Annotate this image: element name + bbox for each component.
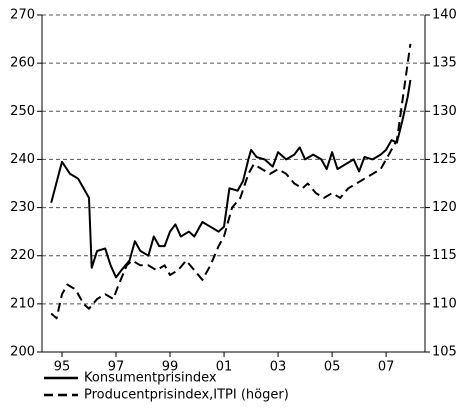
y-tick-label: 230 [10,200,35,215]
y2-tick-label: 120 [432,200,457,215]
y-tick-label: 200 [10,345,35,360]
y-tick-label: 250 [10,104,35,119]
y2-tick-label: 115 [432,248,457,263]
legend-label: Konsumentprisindex [84,371,217,386]
legend-label: Producentprisindex,ITPI (höger) [84,388,289,403]
y2-tick-label: 125 [432,152,457,167]
x-tick-label: 07 [378,360,395,375]
y2-tick-label: 130 [432,104,457,119]
y2-tick-label: 110 [432,296,457,311]
x-tick-label: 99 [162,360,179,375]
y-tick-label: 220 [10,248,35,263]
series-line [50,79,412,279]
x-tick-label: 01 [216,360,233,375]
x-tick-label: 97 [108,360,125,375]
y2-tick-label: 140 [432,8,457,23]
y-tick-label: 210 [10,296,35,311]
y-tick-label: 260 [10,56,35,71]
y2-tick-label: 105 [432,345,457,360]
x-tick-label: 95 [54,360,71,375]
y2-tick-label: 135 [432,56,457,71]
series-line [50,43,412,320]
x-tick-label: 03 [270,360,287,375]
y-tick-label: 270 [10,8,35,23]
x-tick-label: 05 [324,360,341,375]
y-tick-label: 240 [10,152,35,167]
